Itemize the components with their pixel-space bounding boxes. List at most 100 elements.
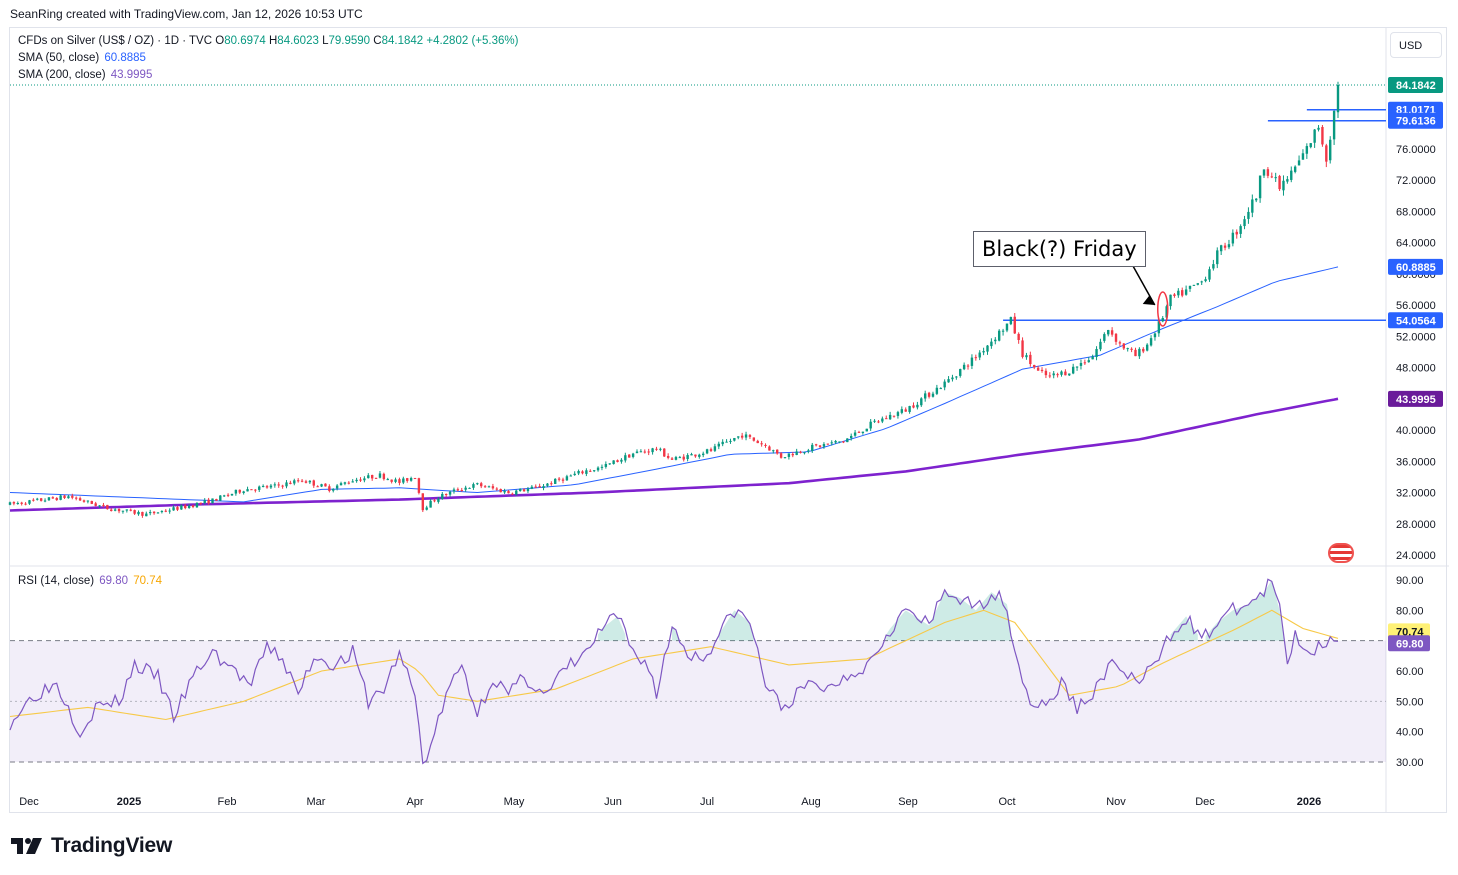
candle[interactable] xyxy=(316,485,319,488)
candle[interactable] xyxy=(518,488,522,492)
candle[interactable] xyxy=(491,483,495,490)
candle[interactable] xyxy=(717,441,720,450)
candle[interactable] xyxy=(838,441,841,444)
candle[interactable] xyxy=(530,485,534,490)
candle[interactable] xyxy=(982,347,985,356)
currency-button[interactable]: USD xyxy=(1390,32,1442,58)
candle[interactable] xyxy=(861,431,865,435)
candle[interactable] xyxy=(1173,293,1176,298)
candle[interactable] xyxy=(293,478,296,486)
candle[interactable] xyxy=(374,477,378,479)
candle[interactable] xyxy=(655,446,658,451)
candle[interactable] xyxy=(437,496,440,504)
candle[interactable] xyxy=(75,496,78,501)
candle[interactable] xyxy=(923,390,927,402)
candle[interactable] xyxy=(803,451,806,455)
candle[interactable] xyxy=(1317,125,1320,132)
candle[interactable] xyxy=(1212,259,1215,271)
candle[interactable] xyxy=(90,500,93,505)
candle[interactable] xyxy=(1278,174,1281,192)
candle[interactable] xyxy=(1145,343,1149,352)
candle[interactable] xyxy=(764,443,767,448)
candle[interactable] xyxy=(1103,332,1106,343)
sma50-legend[interactable]: SMA (50, close) 60.8885 xyxy=(18,52,146,64)
candle[interactable] xyxy=(32,498,35,502)
candle[interactable] xyxy=(320,483,323,488)
candle[interactable] xyxy=(997,329,1001,342)
candle[interactable] xyxy=(86,500,90,504)
candle[interactable] xyxy=(1286,176,1289,184)
candle[interactable] xyxy=(1270,172,1273,179)
candle[interactable] xyxy=(168,508,171,514)
candle[interactable] xyxy=(1025,352,1028,360)
candle[interactable] xyxy=(970,354,974,370)
candle[interactable] xyxy=(916,401,919,410)
candle[interactable] xyxy=(1036,365,1040,371)
candle[interactable] xyxy=(406,477,409,483)
candle[interactable] xyxy=(495,487,499,491)
candle[interactable] xyxy=(596,466,600,472)
candle[interactable] xyxy=(71,493,74,500)
candle[interactable] xyxy=(659,447,662,452)
candle[interactable] xyxy=(1251,194,1254,218)
candle[interactable] xyxy=(776,449,779,455)
candle[interactable] xyxy=(28,499,31,505)
candle[interactable] xyxy=(347,481,351,485)
candle[interactable] xyxy=(261,484,265,488)
candle[interactable] xyxy=(1329,136,1332,164)
black-friday-highlight[interactable] xyxy=(1157,291,1169,327)
candle[interactable] xyxy=(643,449,646,454)
candle[interactable] xyxy=(826,443,830,445)
candle[interactable] xyxy=(1029,351,1032,367)
candle[interactable] xyxy=(328,484,331,493)
candle[interactable] xyxy=(694,454,697,458)
candle[interactable] xyxy=(125,509,129,513)
candle[interactable] xyxy=(409,476,413,482)
candle[interactable] xyxy=(339,481,343,486)
candle[interactable] xyxy=(1033,364,1036,370)
price-axis-label-sma50[interactable]: 60.8885 xyxy=(1388,258,1443,275)
candle[interactable] xyxy=(538,483,541,488)
candle[interactable] xyxy=(1161,316,1164,323)
candle[interactable] xyxy=(515,489,518,496)
candle[interactable] xyxy=(783,457,787,459)
candle[interactable] xyxy=(148,509,152,516)
candle[interactable] xyxy=(760,440,763,447)
candle[interactable] xyxy=(690,452,693,456)
candle[interactable] xyxy=(1001,328,1005,336)
candle[interactable] xyxy=(663,448,666,457)
candle[interactable] xyxy=(67,494,70,499)
candle[interactable] xyxy=(1021,337,1024,359)
candle[interactable] xyxy=(635,449,639,454)
candle[interactable] xyxy=(238,489,241,495)
candle[interactable] xyxy=(822,442,826,449)
candle[interactable] xyxy=(846,438,849,443)
candle[interactable] xyxy=(1079,359,1083,370)
candle[interactable] xyxy=(258,485,261,492)
symbol-legend[interactable]: CFDs on Silver (US$ / OZ) · 1D · TVC O80… xyxy=(18,35,518,47)
candle[interactable] xyxy=(1068,373,1071,376)
time-axis[interactable]: Dec 2025 Feb Mar Apr May Jun Jul Aug Sep Oct Nov Dec… xyxy=(19,796,1321,808)
candle[interactable] xyxy=(620,458,623,464)
candle[interactable] xyxy=(1040,367,1044,373)
candle[interactable] xyxy=(565,474,569,481)
candle[interactable] xyxy=(47,497,51,501)
candle[interactable] xyxy=(51,496,55,499)
candle[interactable] xyxy=(141,511,144,518)
candle[interactable] xyxy=(725,439,728,443)
candle[interactable] xyxy=(818,445,822,449)
candle[interactable] xyxy=(1087,357,1090,363)
price-axis-label-level[interactable]: 54.0564 xyxy=(1388,312,1443,329)
candle[interactable] xyxy=(631,452,635,459)
candle[interactable] xyxy=(1231,229,1235,247)
candle[interactable] xyxy=(873,419,876,423)
candle[interactable] xyxy=(881,416,884,424)
candle[interactable] xyxy=(612,460,615,465)
candle[interactable] xyxy=(215,498,218,501)
candle[interactable] xyxy=(312,479,315,488)
candles[interactable] xyxy=(8,81,1340,518)
candle[interactable] xyxy=(250,489,253,491)
candle[interactable] xyxy=(398,477,401,486)
candle[interactable] xyxy=(16,501,19,505)
candle[interactable] xyxy=(573,471,576,476)
